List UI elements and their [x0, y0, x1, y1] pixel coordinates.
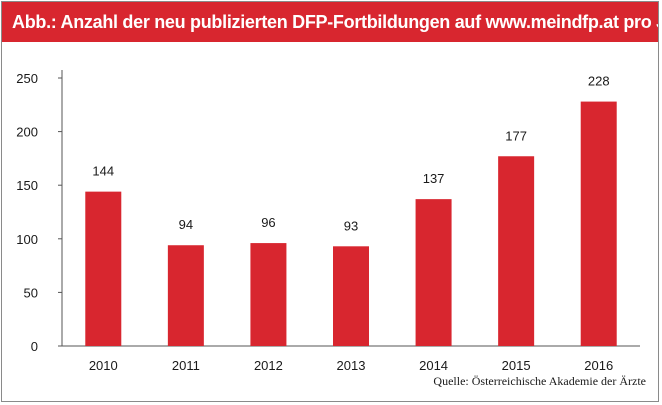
x-tick-label: 2012 [254, 358, 283, 373]
y-tick-label: 0 [31, 339, 38, 354]
data-label: 93 [344, 218, 358, 233]
bar [167, 245, 204, 346]
data-label: 177 [505, 128, 527, 143]
y-tick-label: 250 [16, 71, 38, 86]
x-tick-label: 2016 [584, 358, 613, 373]
data-label: 228 [588, 74, 610, 89]
y-tick-label: 150 [16, 178, 38, 193]
chart-labels: 144 2010 94 2011 96 2012 93 2013 137 2014 177 2015 2… [89, 74, 613, 373]
bar [415, 199, 452, 346]
source-note: Quelle: Österreichische Akademie der Ärz… [433, 374, 646, 388]
data-label: 137 [423, 171, 445, 186]
data-label: 94 [179, 217, 193, 232]
figure-title: Abb.: Anzahl der neu publizierten DFP-Fo… [2, 2, 658, 42]
x-tick-label: 2010 [89, 358, 118, 373]
data-label: 144 [92, 164, 114, 179]
bar [498, 156, 535, 346]
x-tick-label: 2011 [172, 358, 200, 373]
bar-series [85, 101, 617, 346]
y-tick-label: 200 [16, 125, 38, 140]
y-tick-label: 50 [24, 285, 38, 300]
y-tick-label: 100 [16, 232, 38, 247]
bar [250, 243, 287, 346]
bar [580, 101, 617, 346]
data-label: 96 [261, 215, 275, 230]
bar [333, 246, 369, 346]
chart-axes: 0 50 100 150 200 250 [16, 70, 640, 354]
x-tick-label: 2013 [337, 358, 366, 373]
x-tick-label: 2014 [419, 358, 448, 373]
x-tick-label: 2015 [502, 358, 531, 373]
bar [85, 191, 122, 346]
